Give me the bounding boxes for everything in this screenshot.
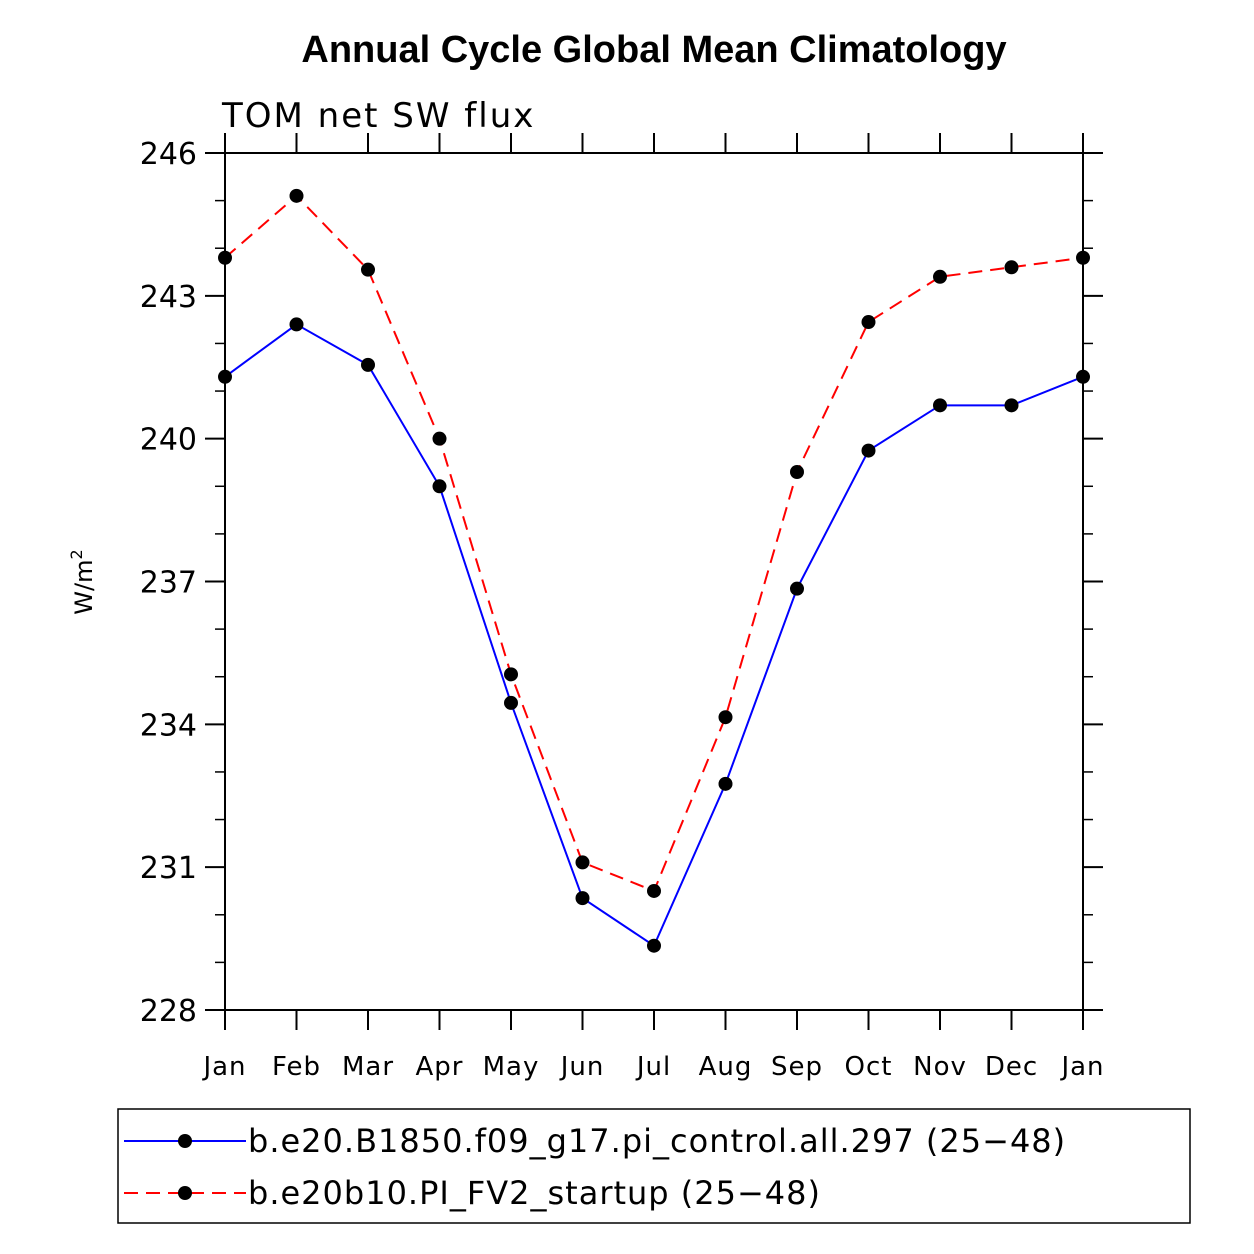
chart-subtitle: TOM net SW flux xyxy=(221,96,535,136)
plot-frame xyxy=(224,152,1084,1011)
legend-marker xyxy=(178,1186,192,1200)
data-point xyxy=(647,883,661,898)
data-point xyxy=(432,479,447,494)
y-tick-label: 231 xyxy=(140,851,197,886)
legend-label: b.e20.B1850.f09_g17.pi_control.all.297 (… xyxy=(248,1122,1066,1160)
data-point xyxy=(218,369,232,384)
legend-marker xyxy=(178,1134,192,1148)
chart-title: Annual Cycle Global Mean Climatology xyxy=(301,29,1006,71)
x-tick-label: Nov xyxy=(913,1052,967,1082)
y-tick-label: 240 xyxy=(140,423,197,458)
x-tick-label: Oct xyxy=(845,1052,893,1082)
legend-entry-1: b.e20.B1850.f09_g17.pi_control.all.297 (… xyxy=(124,1122,1066,1160)
y-axis: 228 231 234 237 240 243 246 xyxy=(140,137,1103,1029)
plot-border xyxy=(224,152,1084,1011)
x-tick-label: Feb xyxy=(272,1052,321,1082)
data-point xyxy=(933,398,947,413)
series-layer xyxy=(218,188,1090,953)
data-point xyxy=(361,262,375,277)
data-point xyxy=(575,855,590,870)
x-tick-label: May xyxy=(483,1052,540,1082)
legend-label: b.e20b10.PI_FV2_startup (25−48) xyxy=(248,1174,821,1212)
data-point xyxy=(1004,260,1019,275)
data-point xyxy=(218,250,232,265)
x-tick-label: Sep xyxy=(771,1052,823,1082)
series-line-2 xyxy=(224,194,1084,893)
x-tick-label: Apr xyxy=(416,1052,464,1082)
data-point xyxy=(647,938,661,953)
data-point xyxy=(790,464,804,479)
data-point xyxy=(718,776,733,791)
data-point xyxy=(933,269,947,284)
legend: b.e20.B1850.f09_g17.pi_control.all.297 (… xyxy=(117,1108,1191,1224)
legend-entry-2: b.e20b10.PI_FV2_startup (25−48) xyxy=(124,1174,821,1212)
data-point xyxy=(504,667,518,682)
y-tick-label: 243 xyxy=(140,280,197,315)
y-tick-label: 246 xyxy=(140,137,197,172)
x-tick-label: Jul xyxy=(635,1052,671,1082)
data-point xyxy=(790,581,804,596)
data-point xyxy=(1004,398,1019,413)
series-1 xyxy=(218,317,1090,953)
y-axis-label: W/m2 xyxy=(67,549,98,614)
data-point xyxy=(289,188,304,203)
data-point xyxy=(289,317,304,332)
y-tick-label: 234 xyxy=(140,708,197,743)
y-tick-label: 228 xyxy=(140,994,197,1029)
data-point xyxy=(1076,369,1090,384)
data-point xyxy=(718,710,733,725)
x-tick-label: Jan xyxy=(201,1052,246,1082)
data-point xyxy=(1076,250,1090,265)
data-point xyxy=(861,443,876,458)
series-line-1 xyxy=(224,323,1084,948)
x-tick-label: Jan xyxy=(1059,1052,1104,1082)
data-point xyxy=(432,431,447,446)
x-axis: Jan Feb Mar Apr May Jun Jul Aug Sep Oct Nov Dec Jan xyxy=(201,133,1104,1082)
x-tick-label: Mar xyxy=(342,1052,394,1082)
series-2 xyxy=(218,188,1090,898)
data-point xyxy=(861,315,876,330)
y-tick-label: 237 xyxy=(140,566,197,601)
data-point xyxy=(575,891,590,906)
x-tick-label: Jun xyxy=(559,1052,605,1082)
data-point xyxy=(361,357,375,372)
x-tick-label: Aug xyxy=(699,1052,753,1082)
x-tick-label: Dec xyxy=(985,1052,1038,1082)
data-point xyxy=(504,695,518,710)
legend-box xyxy=(117,1108,1191,1224)
